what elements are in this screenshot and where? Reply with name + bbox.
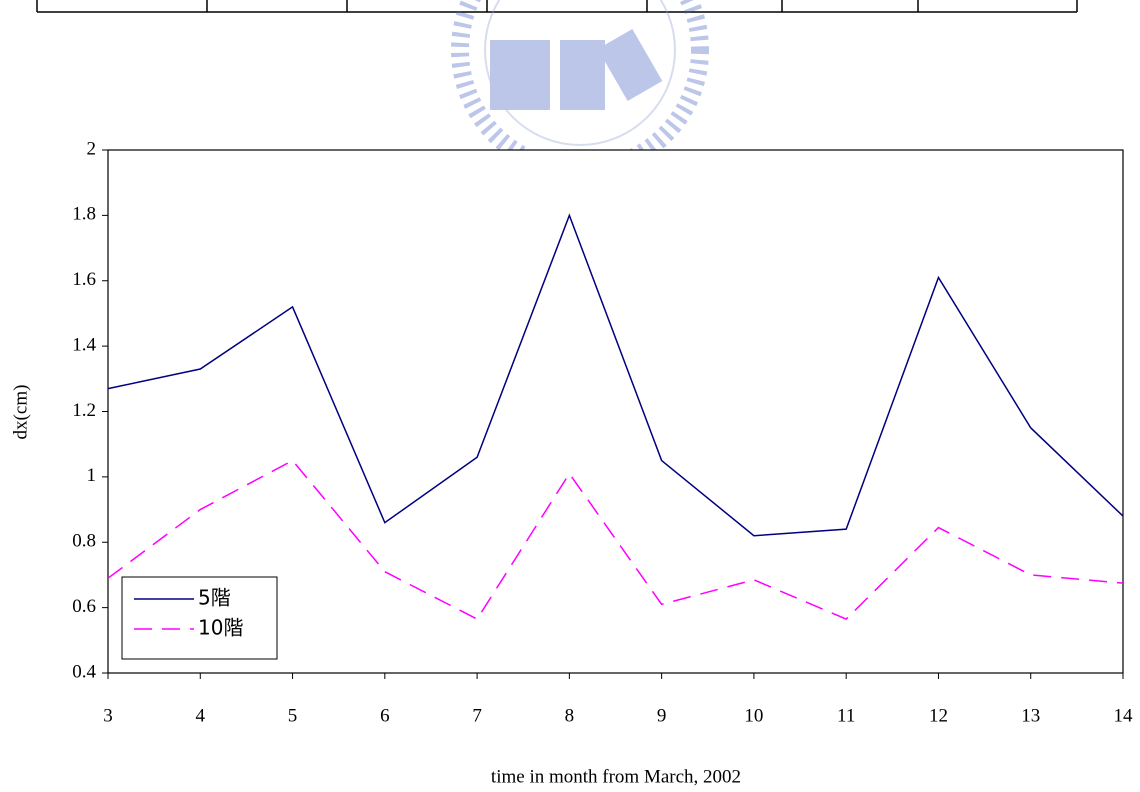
table-fragment xyxy=(37,0,1077,12)
y-tick-label: 1.8 xyxy=(72,204,96,225)
x-tick-label: 4 xyxy=(196,705,206,726)
y-tick-label: 0.8 xyxy=(72,531,96,552)
watermark xyxy=(460,0,700,170)
legend-label: 5階 xyxy=(198,586,231,610)
x-tick-label: 14 xyxy=(1114,705,1134,726)
y-tick-label: 1.2 xyxy=(72,400,96,421)
x-tick-label: 6 xyxy=(380,705,390,726)
y-axis-label: dx(cm) xyxy=(10,385,31,440)
x-tick-label: 11 xyxy=(837,705,855,726)
x-tick-label: 9 xyxy=(657,705,667,726)
legend-label: 10階 xyxy=(198,616,243,640)
y-tick-label: 0.6 xyxy=(72,596,96,617)
chart: dx(cm) time in month from March, 2002 0.… xyxy=(0,0,1140,792)
y-tick-label: 1 xyxy=(87,465,97,486)
y-tick-label: 1.4 xyxy=(72,334,96,355)
x-tick-label: 13 xyxy=(1021,705,1040,726)
x-tick-label: 7 xyxy=(472,705,482,726)
y-tick-label: 2 xyxy=(87,138,97,159)
x-tick-label: 3 xyxy=(103,705,113,726)
x-tick-label: 5 xyxy=(288,705,298,726)
x-tick-label: 10 xyxy=(744,705,763,726)
x-axis-label: time in month from March, 2002 xyxy=(491,766,741,787)
y-tick-label: 1.6 xyxy=(72,269,96,290)
x-tick-label: 12 xyxy=(929,705,948,726)
x-tick-label: 8 xyxy=(565,705,575,726)
y-tick-label: 0.4 xyxy=(72,661,96,682)
